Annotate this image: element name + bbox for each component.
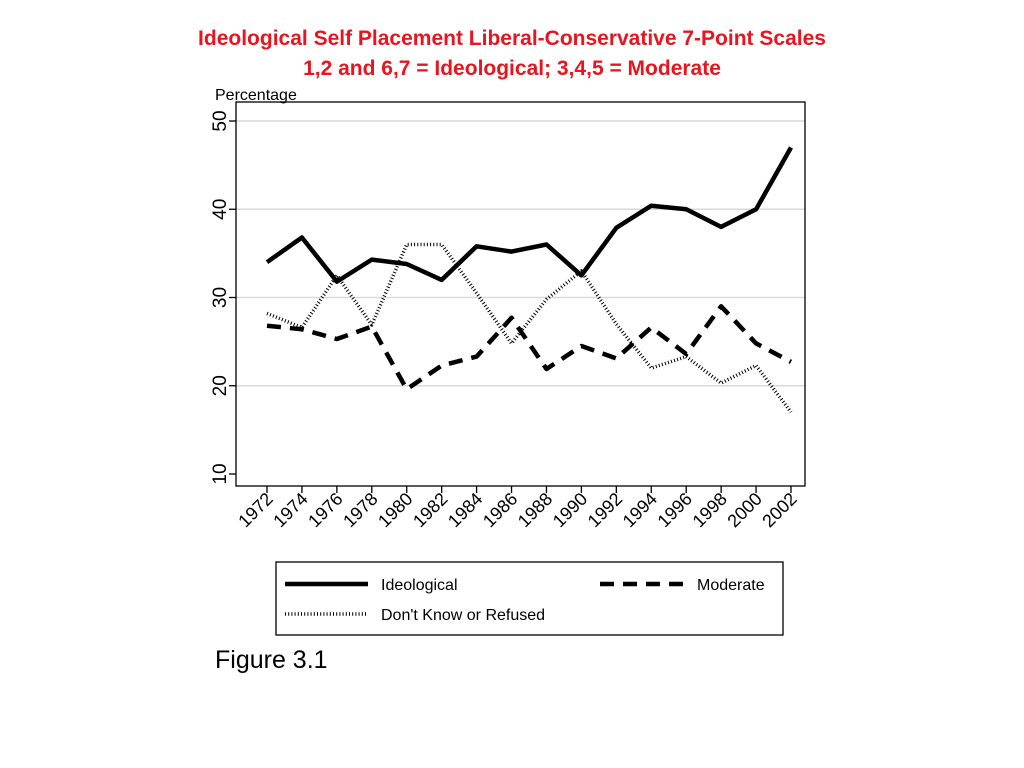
x-tick-label-1992: 1992 xyxy=(584,489,626,531)
x-tick-label-2002: 2002 xyxy=(758,489,800,531)
x-tick-label-1976: 1976 xyxy=(304,489,346,531)
x-tick-label-1998: 1998 xyxy=(689,489,731,531)
y-tick-label-10: 10 xyxy=(210,463,231,484)
x-tick-label-1990: 1990 xyxy=(549,489,591,531)
legend-label-don-t-know-or-refused: Don't Know or Refused xyxy=(381,607,545,624)
legend-box xyxy=(275,561,784,636)
y-tick-label-50: 50 xyxy=(210,110,231,131)
plot-frame xyxy=(235,101,806,487)
x-tick-label-1972: 1972 xyxy=(234,489,276,531)
chart-subtitle: 1,2 and 6,7 = Ideological; 3,4,5 = Moder… xyxy=(303,57,721,80)
legend-label-ideological: Ideological xyxy=(381,577,458,594)
legend: Ideological Moderate Don't Know or Refused xyxy=(275,561,784,636)
x-tick-label-1994: 1994 xyxy=(619,489,661,531)
x-tick-label-1986: 1986 xyxy=(479,489,521,531)
y-axis-label: Percentage xyxy=(215,87,297,104)
series-line-moderate xyxy=(266,304,793,392)
x-tick-label-2000: 2000 xyxy=(723,489,765,531)
x-tick-label-1996: 1996 xyxy=(654,489,696,531)
series-lines xyxy=(265,146,793,414)
x-tick-label-1978: 1978 xyxy=(339,489,381,531)
x-tick-label-1980: 1980 xyxy=(374,489,416,531)
gridlines xyxy=(236,120,805,387)
chart-title: Ideological Self Placement Liberal-Conse… xyxy=(198,27,826,50)
y-tick-label-20: 20 xyxy=(210,375,231,396)
legend-label-moderate: Moderate xyxy=(697,577,765,594)
y-tick-label-30: 30 xyxy=(210,287,231,308)
series-line-ideological xyxy=(265,146,793,284)
series-line-don-t-know-or-refused xyxy=(266,242,793,414)
x-tick-label-1984: 1984 xyxy=(444,489,486,531)
y-tick-label-40: 40 xyxy=(210,199,231,220)
x-tick-label-1974: 1974 xyxy=(269,489,311,531)
x-tick-label-1988: 1988 xyxy=(514,489,556,531)
x-tick-label-1982: 1982 xyxy=(409,489,451,531)
figure-caption: Figure 3.1 xyxy=(215,646,328,674)
